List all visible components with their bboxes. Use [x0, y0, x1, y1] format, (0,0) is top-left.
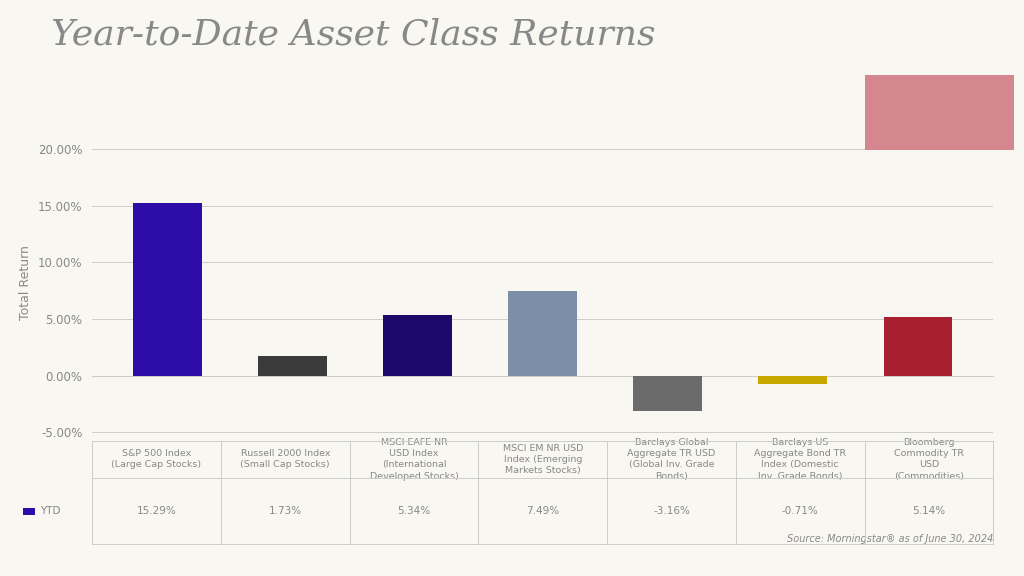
Bar — [884, 317, 952, 376]
Bar — [759, 376, 827, 384]
Bar — [133, 203, 202, 376]
Text: MSCI EAFE NR
USD Index
(International
Developed Stocks): MSCI EAFE NR USD Index (International De… — [370, 438, 459, 480]
Text: Source: Morningstar® as of June 30, 2024: Source: Morningstar® as of June 30, 2024 — [786, 535, 993, 544]
Text: -3.16%: -3.16% — [653, 506, 690, 516]
Text: 5.34%: 5.34% — [397, 506, 430, 516]
Text: S&P 500 Index
(Large Cap Stocks): S&P 500 Index (Large Cap Stocks) — [112, 449, 202, 469]
Text: -0.71%: -0.71% — [781, 506, 818, 516]
Bar — [634, 376, 702, 411]
Bar — [258, 356, 327, 376]
Text: Year-to-Date Asset Class Returns: Year-to-Date Asset Class Returns — [51, 17, 655, 51]
Bar — [383, 315, 452, 376]
Text: 5.14%: 5.14% — [912, 506, 945, 516]
Y-axis label: Total Return: Total Return — [19, 245, 33, 320]
Text: Bloomberg
Commodity TR
USD
(Commodities): Bloomberg Commodity TR USD (Commodities) — [894, 438, 964, 480]
Text: Russell 2000 Index
(Small Cap Stocks): Russell 2000 Index (Small Cap Stocks) — [241, 449, 330, 469]
Text: 15.29%: 15.29% — [136, 506, 176, 516]
Text: Barclays Global
Aggregate TR USD
(Global Inv. Grade
Bonds): Barclays Global Aggregate TR USD (Global… — [628, 438, 716, 480]
Text: 7.49%: 7.49% — [526, 506, 559, 516]
Text: MSCI EM NR USD
Index (Emerging
Markets Stocks): MSCI EM NR USD Index (Emerging Markets S… — [503, 444, 583, 475]
Text: YTD: YTD — [40, 506, 60, 516]
Bar — [508, 291, 578, 376]
Text: Barclays US
Aggregate Bond TR
Index (Domestic
Inv. Grade Bonds): Barclays US Aggregate Bond TR Index (Dom… — [754, 438, 846, 480]
Text: 1.73%: 1.73% — [268, 506, 302, 516]
